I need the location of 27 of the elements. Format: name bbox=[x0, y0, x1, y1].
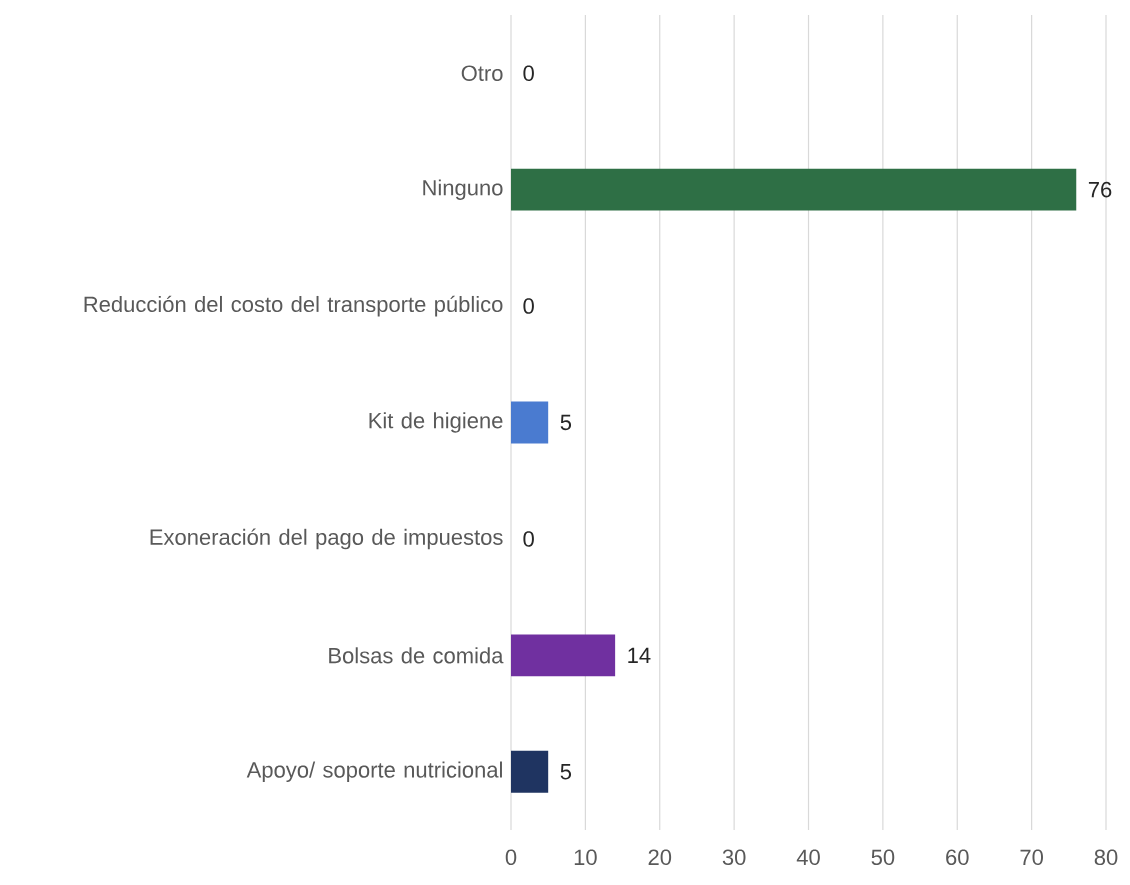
data-label: 0 bbox=[523, 65, 534, 81]
x-tick-label: 30 bbox=[722, 849, 746, 866]
bar bbox=[511, 401, 549, 444]
data-label: 14 bbox=[628, 647, 651, 663]
x-tick-label: 20 bbox=[648, 849, 672, 866]
y-tick-label: Ninguno bbox=[423, 179, 503, 200]
data-label: 5 bbox=[560, 414, 572, 431]
x-tick-label: 50 bbox=[871, 849, 895, 866]
y-tick-label: Apoyo/ soporte nutricional bbox=[246, 761, 502, 783]
x-tick-label: 80 bbox=[1094, 849, 1118, 866]
y-tick-label: Exoneración del pago de impuestos bbox=[150, 528, 503, 550]
y-tick-label: Bolsas de comida bbox=[329, 647, 504, 664]
x-tick-label: 70 bbox=[1020, 849, 1043, 866]
x-tick-label: 40 bbox=[796, 849, 820, 866]
data-label: 0 bbox=[523, 298, 534, 314]
data-label: 0 bbox=[523, 531, 534, 547]
bar bbox=[511, 634, 616, 677]
y-tick-label: Kit de higiene bbox=[369, 412, 503, 433]
bar bbox=[511, 168, 1077, 211]
x-tick-label: 10 bbox=[574, 849, 597, 866]
y-tick-label: Otro bbox=[461, 65, 503, 81]
x-tick-label: 0 bbox=[505, 849, 517, 866]
bar bbox=[511, 750, 549, 793]
x-tick-label: 60 bbox=[946, 849, 969, 866]
data-label: 76 bbox=[1088, 181, 1112, 198]
y-tick-label: Reducción del costo del transporte público bbox=[84, 295, 503, 317]
data-label: 5 bbox=[560, 764, 572, 780]
